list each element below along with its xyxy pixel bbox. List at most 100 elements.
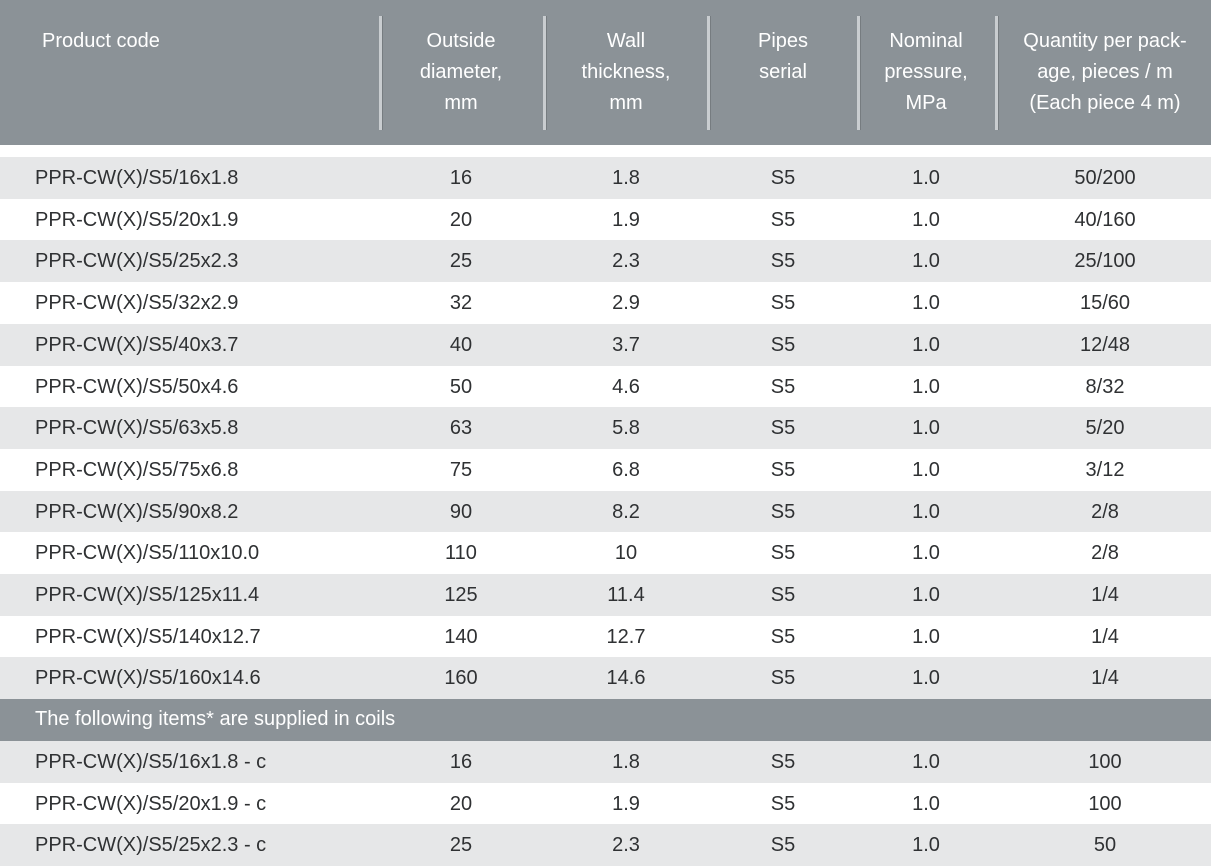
table-cell: 14.6 [606, 667, 646, 690]
table-cell: 1.0 [912, 584, 940, 606]
product-code: PPR-CW(X)/S5/16x1.8 [35, 167, 239, 189]
table-cell: 110 [445, 542, 477, 565]
header-line: thickness, [581, 61, 671, 83]
table-cell: 1.8 [612, 750, 640, 773]
table-cell: 25 [449, 834, 473, 857]
product-code: PPR-CW(X)/S5/140x12.7 [35, 625, 261, 648]
header-cell: Pipes serial [713, 26, 853, 88]
table-row: PPR-CW(X)/S5/125x11.4 125 11.4 S5 1.0 1/4 [0, 574, 1211, 616]
column-separator [995, 16, 998, 130]
table-cell: 1.0 [912, 333, 940, 356]
header-line: serial [759, 61, 807, 83]
table-cell: 8/32 [1085, 375, 1125, 398]
header-line: pressure, [884, 61, 968, 83]
table-cell: 40/160 [1074, 208, 1136, 231]
table-cell: 25/100 [1074, 250, 1136, 273]
table-cell: 50/200 [1074, 167, 1136, 189]
table-cell: S5 [770, 792, 796, 815]
header-line: Nominal [889, 30, 963, 52]
table-cell: 6.8 [612, 458, 640, 481]
table-cell: S5 [770, 292, 796, 315]
table-cell: 1.9 [612, 208, 640, 231]
header-line: Wall [606, 30, 646, 52]
table-cell: 2.3 [612, 834, 640, 857]
table-cell: 25 [449, 250, 473, 273]
product-code: PPR-CW(X)/S5/160x14.6 [35, 667, 261, 690]
coils-note: The following items* are supplied in coi… [35, 708, 396, 731]
table-row: PPR-CW(X)/S5/25x2.3 - c 25 2.3 S5 1.0 50 [0, 824, 1211, 866]
table-cell: 5/20 [1085, 417, 1125, 440]
coils-note-row: The following items* are supplied in coi… [0, 699, 1211, 742]
table-row: PPR-CW(X)/S5/20x1.9 20 1.9 S5 1.0 40/160 [0, 198, 1211, 241]
table-cell: 1.0 [912, 542, 940, 565]
header-line: MPa [905, 92, 947, 114]
table-cell: 2.9 [612, 292, 640, 315]
table-row: PPR-CW(X)/S5/50x4.6 50 4.6 S5 1.0 8/32 [0, 365, 1211, 408]
product-code: PPR-CW(X)/S5/40x3.7 [35, 333, 239, 356]
header-line: age, pieces / m [1037, 61, 1173, 83]
product-code: PPR-CW(X)/S5/25x2.3 - c [35, 834, 267, 857]
product-code: PPR-CW(X)/S5/90x8.2 [35, 500, 239, 523]
header-cell: Outside diameter, mm [381, 26, 541, 119]
table-cell: 16 [449, 750, 473, 773]
product-code: PPR-CW(X)/S5/20x1.9 - c [35, 792, 267, 815]
header-cell: Wall thickness, mm [546, 26, 706, 119]
table-row: PPR-CW(X)/S5/20x1.9 - c 20 1.9 S5 1.0 100 [0, 782, 1211, 825]
table-cell: 32 [449, 292, 473, 315]
table-cell: S5 [770, 208, 796, 231]
table-cell: S5 [770, 375, 796, 398]
table-cell: 12/48 [1079, 333, 1131, 356]
table-cell: 50 [449, 375, 473, 398]
column-separator [707, 16, 710, 130]
table-cell: 1.0 [912, 375, 940, 398]
table-row: PPR-CW(X)/S5/63x5.8 63 5.8 S5 1.0 5/20 [0, 407, 1211, 450]
table-cell: S5 [770, 417, 796, 440]
product-code: PPR-CW(X)/S5/63x5.8 [35, 417, 239, 440]
product-code: PPR-CW(X)/S5/75x6.8 [35, 458, 239, 481]
table-cell: S5 [770, 625, 796, 648]
table-cell: 140 [444, 625, 478, 648]
table-cell: S5 [770, 667, 796, 690]
product-code: PPR-CW(X)/S5/32x2.9 [35, 292, 239, 315]
table-row: PPR-CW(X)/S5/160x14.6 160 14.6 S5 1.0 1/4 [0, 657, 1211, 700]
header-line: mm [609, 92, 643, 114]
table-row: PPR-CW(X)/S5/75x6.8 75 6.8 S5 1.0 3/12 [0, 448, 1211, 491]
table-cell: 1.0 [912, 458, 940, 481]
header-line: Product code [42, 30, 160, 52]
table-cell: 4.6 [612, 375, 640, 398]
table-cell: 1/4 [1091, 625, 1119, 648]
table-cell: 75 [449, 458, 473, 481]
table-cell: 1.0 [912, 750, 940, 773]
table-cell: 1.0 [912, 834, 940, 857]
table-cell: S5 [770, 750, 796, 773]
table-row: PPR-CW(X)/S5/32x2.9 32 2.9 S5 1.0 15/60 [0, 282, 1211, 325]
table-cell: 1.0 [912, 208, 940, 231]
table-cell: 1.0 [912, 250, 940, 273]
column-separator [543, 16, 546, 130]
table-cell: 10 [614, 542, 638, 565]
table-cell: 100 [1088, 750, 1122, 773]
header-cell: Quantity per pack-age, pieces / m (Each p… [1000, 26, 1210, 119]
table-cell: 160 [444, 667, 478, 690]
table-cell: 1.0 [912, 625, 940, 648]
table-cell: 16 [449, 167, 473, 189]
table-cell: 50 [1093, 834, 1117, 857]
table-cell: S5 [770, 167, 796, 189]
table-cell: 5.8 [612, 417, 640, 440]
table-cell: 3/12 [1085, 458, 1125, 481]
header-line: Outside [426, 30, 496, 52]
product-code: PPR-CW(X)/S5/50x4.6 [35, 375, 239, 398]
product-code: PPR-CW(X)/S5/110x10.0 [35, 542, 260, 565]
header-line: mm [444, 92, 478, 114]
table-cell: 100 [1088, 792, 1122, 815]
table-row: PPR-CW(X)/S5/110x10.0 110 10 S5 1.0 2/8 [0, 532, 1211, 575]
header-line: Pipes [757, 30, 809, 52]
table-cell: S5 [770, 458, 796, 481]
table-cell: 1.0 [912, 167, 940, 189]
header-line: diameter, [419, 61, 503, 83]
column-separator [379, 16, 382, 130]
table-cell: 1.8 [612, 167, 640, 189]
header-line: (Each piece 4 m) [1029, 92, 1181, 114]
table-cell: S5 [770, 834, 796, 857]
